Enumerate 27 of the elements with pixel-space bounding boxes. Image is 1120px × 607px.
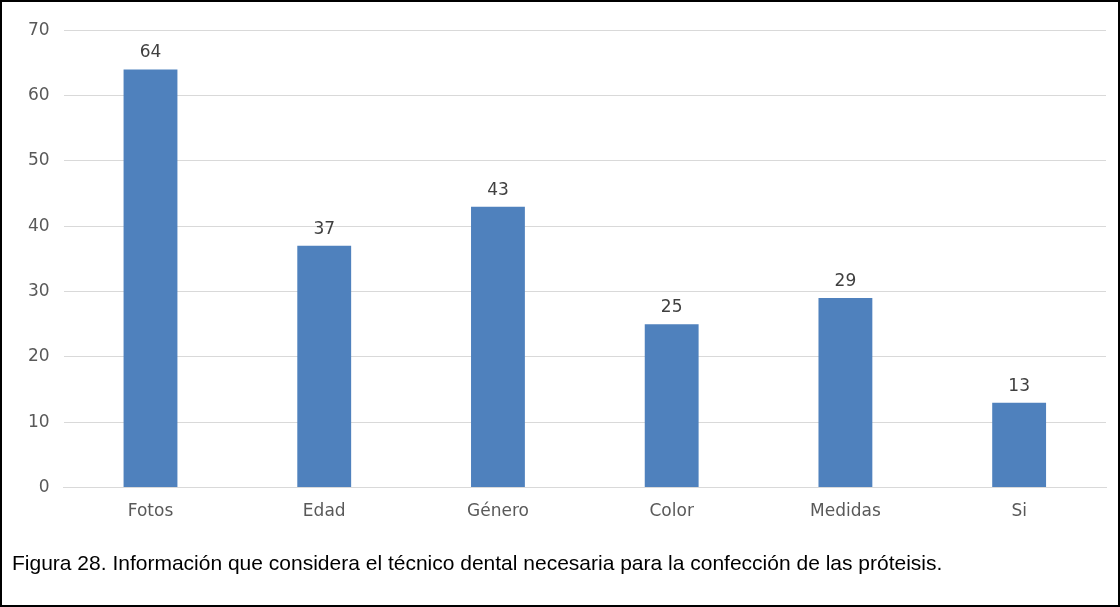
data-label: 64 <box>139 41 162 62</box>
y-tick-label: 0 <box>38 476 50 497</box>
bar <box>123 69 178 488</box>
y-tick-label: 20 <box>27 345 50 366</box>
x-tick-label: Edad <box>302 500 346 521</box>
y-tick-label: 70 <box>27 18 50 39</box>
x-tick-label: Medidas <box>810 500 881 521</box>
bar <box>818 298 873 488</box>
y-tick-label: 60 <box>27 83 50 104</box>
bar <box>297 245 352 488</box>
y-tick-label: 10 <box>27 410 50 431</box>
x-tick-label: Género <box>467 500 529 521</box>
bar <box>992 402 1047 488</box>
data-label: 25 <box>660 296 683 317</box>
x-tick-label: Fotos <box>127 500 174 521</box>
data-label: 43 <box>487 178 509 199</box>
y-tick-label: 30 <box>27 279 50 300</box>
x-tick-label: Color <box>649 500 694 521</box>
data-label: 29 <box>834 270 857 291</box>
text: Figura 28. Información que considera el técnico dental necesaria para la confección de las próteisis. <box>12 550 944 575</box>
x-tick-label: Si <box>1011 500 1027 521</box>
y-tick-label: 50 <box>27 149 50 170</box>
bar <box>471 206 525 488</box>
data-label: 37 <box>313 217 336 238</box>
bar <box>644 324 699 488</box>
y-tick-label: 40 <box>27 214 50 235</box>
data-label: 13 <box>1008 374 1030 395</box>
